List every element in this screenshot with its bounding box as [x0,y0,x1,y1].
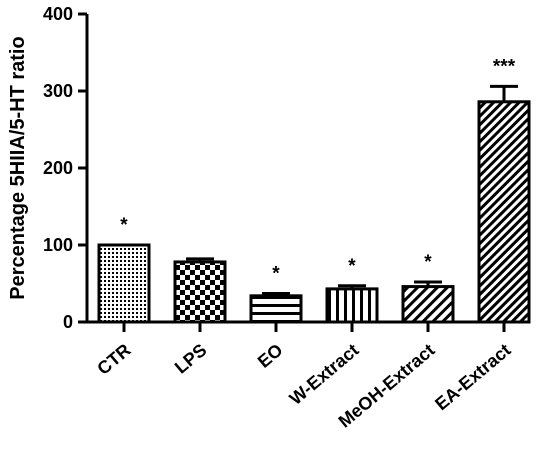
bar-ctr [97,243,151,324]
y-axis-title: Percentage 5HIIA/5-HT ratio [7,36,29,299]
y-tick-label: 0 [63,312,73,332]
y-tick-label: 100 [43,235,73,255]
significance-marker: * [120,215,128,236]
bars [97,100,531,324]
bar-w-extract [325,287,379,324]
bar-ea-extract [477,100,531,324]
error-bars [186,84,518,296]
significance-marker: * [424,252,432,273]
category-label: EA-Extract [431,340,514,414]
category-label: EO [254,340,287,372]
y-axis-ticks: 0 100 200 300 400 [43,4,87,332]
category-label: LPS [171,340,211,378]
significance-markers: ** * **** [120,56,515,284]
significance-marker: * [272,264,280,285]
y-tick-label: 400 [43,4,73,24]
bar-eo [249,294,303,324]
significance-marker: * [348,256,356,277]
bar-lps [173,260,227,324]
significance-marker: *** [493,56,516,77]
bar-meoh-extract [401,285,455,324]
category-label: CTR [93,340,134,379]
y-tick-label: 300 [43,81,73,101]
category-label: W-Extract [286,340,363,409]
y-tick-label: 200 [43,158,73,178]
x-axis-ticks [122,322,506,332]
